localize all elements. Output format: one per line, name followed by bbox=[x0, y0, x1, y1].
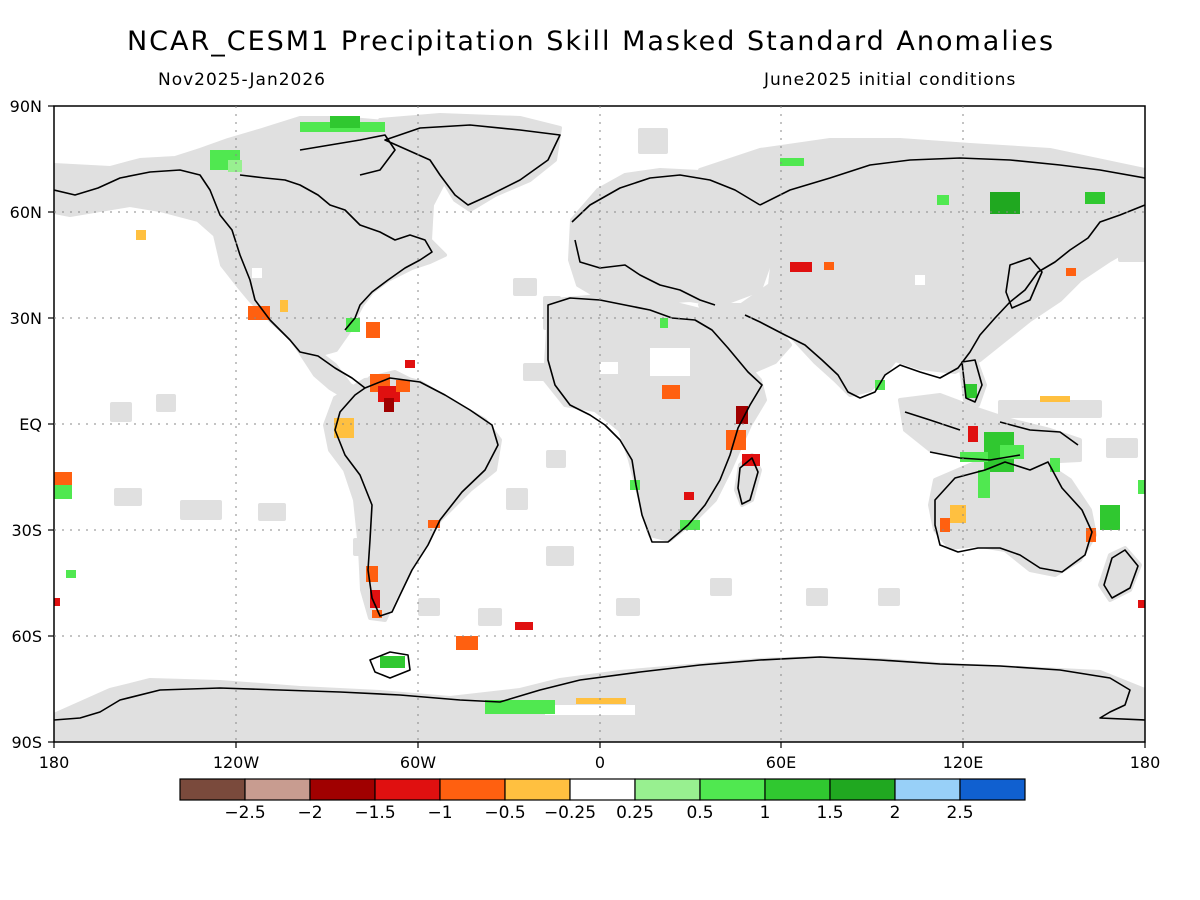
lat-label: 60N bbox=[10, 203, 42, 222]
map-layer bbox=[54, 113, 1145, 742]
colorbar-swatch bbox=[569, 778, 636, 801]
colorbar-label: −2 bbox=[297, 803, 322, 823]
lon-label: 180 bbox=[1130, 753, 1161, 772]
colorbar-swatch bbox=[959, 778, 1026, 801]
lat-label: EQ bbox=[19, 415, 42, 434]
colorbar-label: −1.5 bbox=[354, 803, 395, 823]
axis-ticks bbox=[48, 105, 1146, 748]
masked-land-areas bbox=[54, 113, 1145, 742]
colorbar-label: 0.5 bbox=[686, 803, 713, 823]
colorbar-label: 2.5 bbox=[946, 803, 973, 823]
colorbar-swatch bbox=[764, 778, 831, 801]
lat-label: 90N bbox=[10, 97, 42, 116]
colorbar-swatch bbox=[309, 778, 376, 801]
longitude-labels: 180 120W 60W 0 60E 120E 180 bbox=[39, 753, 1161, 772]
colorbar-label: −2.5 bbox=[224, 803, 265, 823]
lon-label: 0 bbox=[595, 753, 605, 772]
lon-label: 180 bbox=[39, 753, 70, 772]
colorbar-swatch bbox=[504, 778, 571, 801]
colorbar-swatch bbox=[179, 778, 246, 801]
lat-label: 90S bbox=[11, 733, 42, 752]
coastlines bbox=[54, 124, 1145, 721]
colorbar-swatch bbox=[699, 778, 766, 801]
colorbar-swatch bbox=[374, 778, 441, 801]
latitude-labels: 90N 60N 30N EQ 30S 60S 90S bbox=[10, 97, 42, 752]
lat-label: 30S bbox=[11, 521, 42, 540]
colorbar-legend: −2.5 −2 −1.5 −1 −0.5 −0.25 0.25 0.5 1 1.5 2 2.5 bbox=[179, 778, 1026, 823]
gridlines bbox=[54, 106, 1145, 742]
colorbar-swatch bbox=[439, 778, 506, 801]
lat-label: 30N bbox=[10, 309, 42, 328]
colorbar-swatch bbox=[244, 778, 311, 801]
lat-label: 60S bbox=[11, 627, 42, 646]
lon-label: 60W bbox=[400, 753, 436, 772]
colorbar-label: 2 bbox=[890, 803, 901, 823]
colorbar-label: 1.5 bbox=[816, 803, 843, 823]
positive-anomaly-patches bbox=[54, 116, 1145, 714]
lon-label: 120W bbox=[213, 753, 260, 772]
lon-label: 60E bbox=[766, 753, 796, 772]
forecast-period: Nov2025-Jan2026 bbox=[158, 70, 326, 90]
lon-label: 120E bbox=[943, 753, 984, 772]
colorbar-label: 1 bbox=[760, 803, 771, 823]
unmasked-holes bbox=[252, 268, 925, 715]
colorbar-swatch bbox=[894, 778, 961, 801]
colorbar-label: −0.5 bbox=[484, 803, 525, 823]
initial-conditions-label: June2025 initial conditions bbox=[764, 70, 1017, 90]
colorbar-label: −1 bbox=[427, 803, 452, 823]
colorbar-label: 0.25 bbox=[616, 803, 654, 823]
colorbar-swatch bbox=[829, 778, 896, 801]
colorbar-swatch bbox=[634, 778, 701, 801]
colorbar-label: −0.25 bbox=[544, 803, 596, 823]
map-title: NCAR_CESM1 Precipitation Skill Masked St… bbox=[126, 26, 1056, 57]
